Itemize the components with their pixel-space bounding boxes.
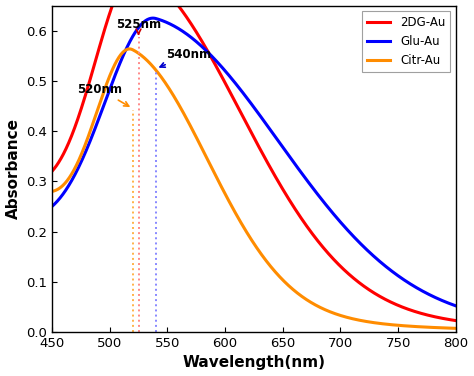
Text: 525nm: 525nm [116,18,161,34]
Glu-Au [367,251,373,255]
Citr-Au [453,326,459,331]
Glu-Au [49,204,55,209]
Citr-Au [367,320,373,324]
2DG-Au [367,288,373,293]
X-axis label: Wavelength(nm): Wavelength(nm) [182,355,326,370]
Citr-Au [235,215,241,220]
Citr-Au [441,326,447,330]
Legend: 2DG-Au, Glu-Au, Citr-Au: 2DG-Au, Glu-Au, Citr-Au [362,11,450,72]
Glu-Au [441,299,447,304]
2DG-Au [49,169,55,174]
Citr-Au [70,170,75,175]
2DG-Au [441,316,447,321]
Glu-Au [441,299,447,304]
Citr-Au [441,326,447,330]
2DG-Au [235,105,241,109]
Citr-Au [246,233,251,238]
Citr-Au [127,47,132,51]
Glu-Au [453,303,459,308]
Line: Citr-Au: Citr-Au [52,49,456,328]
Glu-Au [150,16,156,20]
Glu-Au [246,98,251,102]
Y-axis label: Absorbance: Absorbance [6,118,20,219]
2DG-Au [246,125,251,130]
Line: Glu-Au: Glu-Au [52,18,456,306]
2DG-Au [453,318,459,323]
Text: 540nm: 540nm [160,48,211,67]
Glu-Au [235,84,241,89]
Citr-Au [49,189,55,194]
2DG-Au [70,131,75,136]
Glu-Au [70,177,75,181]
Line: 2DG-Au: 2DG-Au [52,0,456,321]
Text: 520nm: 520nm [77,83,129,106]
2DG-Au [441,317,447,321]
